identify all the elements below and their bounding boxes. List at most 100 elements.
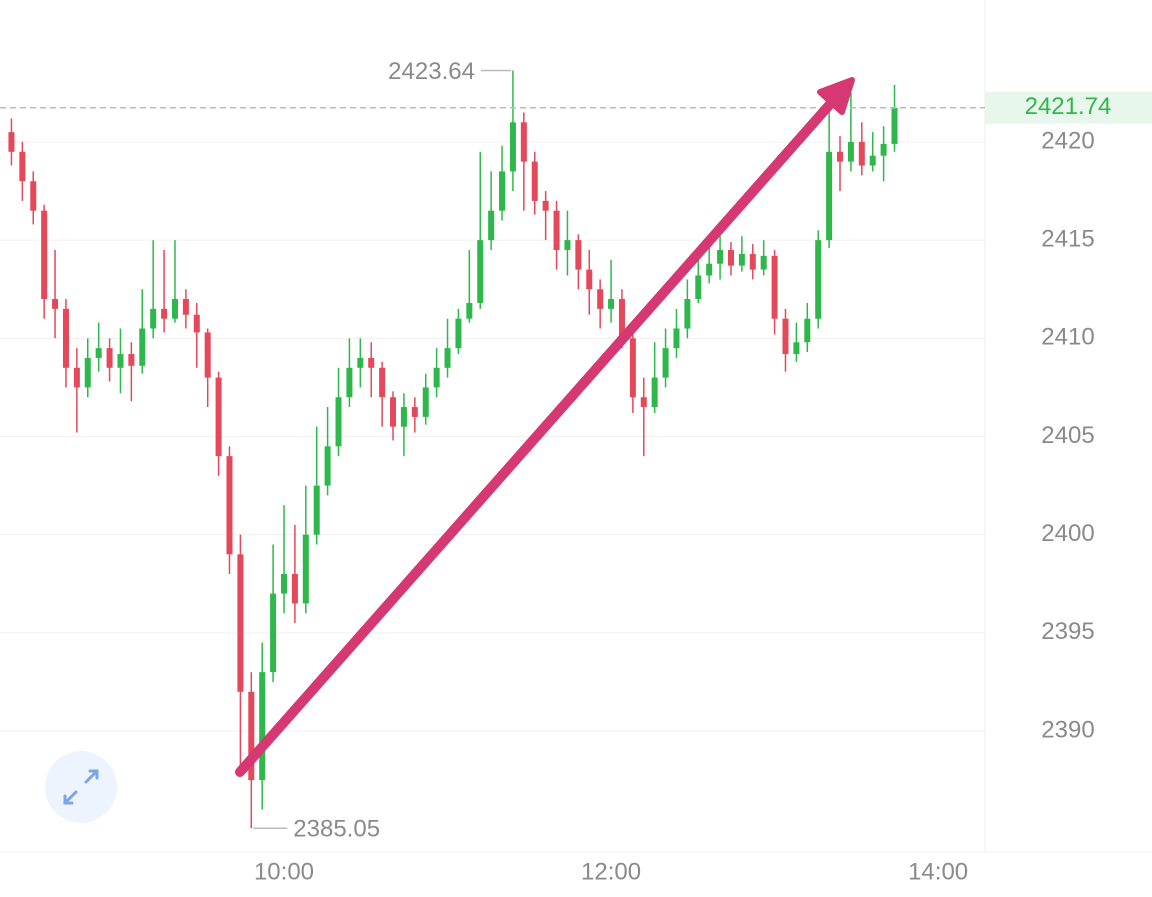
candle-body (411, 407, 418, 417)
expand-button-bg[interactable] (45, 751, 117, 823)
candle-body (150, 308, 157, 329)
candle-body (531, 161, 538, 201)
candle-body (204, 332, 211, 378)
candle-body (695, 275, 702, 300)
candle-body (291, 573, 298, 604)
x-tick-label: 10:00 (254, 858, 314, 885)
candle-body (357, 357, 364, 368)
candle-body (575, 240, 582, 270)
candle-body (95, 348, 102, 358)
candle-body (280, 573, 287, 594)
candle-body (477, 240, 484, 303)
y-tick-label: 2410 (1041, 324, 1094, 351)
candle-body (782, 318, 789, 355)
candle-body (8, 132, 15, 152)
candle-body (488, 210, 495, 241)
y-tick-label: 2395 (1041, 618, 1094, 645)
candle-body (117, 354, 124, 368)
arrow-head (817, 77, 855, 115)
last-price-box (985, 91, 1152, 124)
candle-body (640, 397, 647, 408)
candle-body (793, 342, 800, 355)
candle-body (161, 308, 168, 319)
candle-body (553, 210, 560, 250)
candle-body (499, 171, 506, 211)
candle-body (804, 318, 811, 343)
candle-body (193, 314, 200, 333)
candle-body (466, 302, 473, 319)
candle-body (891, 107, 898, 144)
annotation-label: 2385.05 (293, 816, 380, 843)
y-tick-label: 2400 (1041, 520, 1094, 547)
arrow-shaft (235, 97, 837, 777)
candle-body (749, 253, 756, 270)
candle-body (597, 289, 604, 309)
candle-body (760, 255, 767, 270)
candle-body (858, 141, 865, 166)
candle-body (869, 155, 876, 166)
expand-button[interactable] (45, 751, 117, 823)
candle-body (400, 407, 407, 427)
candle-body (520, 122, 527, 162)
candle-body (509, 122, 516, 172)
y-tick-label: 2415 (1041, 225, 1094, 252)
candle-body (706, 263, 713, 276)
candle-body (586, 269, 593, 290)
candle-body (673, 328, 680, 349)
candle-body (771, 255, 778, 319)
y-tick-label: 2390 (1041, 716, 1094, 743)
candle-body (259, 672, 266, 781)
candle-body (837, 151, 844, 162)
x-tick-label: 12:00 (581, 858, 641, 885)
candle-body (30, 181, 37, 211)
candle-body (727, 249, 734, 266)
candle-body (171, 299, 178, 319)
annotation-label: 2423.64 (388, 58, 475, 85)
candle-body (346, 367, 353, 398)
candle-body (422, 387, 429, 417)
candle-body (826, 151, 833, 241)
candle-body (542, 200, 549, 211)
y-tick-label: 2405 (1041, 422, 1094, 449)
candle-body (237, 554, 244, 692)
candle-body (880, 143, 887, 156)
candle-body (19, 151, 26, 182)
candle-body (608, 299, 615, 309)
candle-body (73, 367, 80, 388)
candle-body (379, 367, 386, 398)
trend-arrow (235, 77, 855, 777)
candle-body (84, 357, 91, 388)
candle-body (41, 210, 48, 300)
candle-body (248, 691, 255, 781)
candle-body (62, 308, 69, 368)
plot-layer (0, 69, 985, 829)
candle-body (847, 141, 854, 162)
candle-body (324, 446, 331, 486)
candle-body (629, 338, 636, 398)
candle-body (618, 299, 625, 339)
candle-body (182, 299, 189, 315)
candle-body (455, 318, 462, 349)
candle-body (684, 299, 691, 329)
candle-body (139, 328, 146, 366)
candle-body (335, 397, 342, 447)
candle-body (717, 249, 724, 264)
candle-body (444, 348, 451, 368)
candle-body (52, 299, 59, 309)
candle-body (302, 534, 309, 604)
y-tick-label: 2420 (1041, 127, 1094, 154)
candle-body (215, 377, 222, 457)
candle-body (564, 240, 571, 250)
candle-body (313, 485, 320, 535)
candle-body (128, 354, 135, 366)
candle-body (368, 357, 375, 368)
candle-body (651, 377, 658, 408)
expand-icon[interactable] (63, 769, 99, 805)
candle-body (270, 593, 277, 673)
candle-body (433, 367, 440, 388)
candle-body (106, 348, 113, 368)
x-tick-label: 14:00 (908, 858, 968, 885)
candle-body (738, 253, 745, 266)
candle-body (662, 348, 669, 378)
